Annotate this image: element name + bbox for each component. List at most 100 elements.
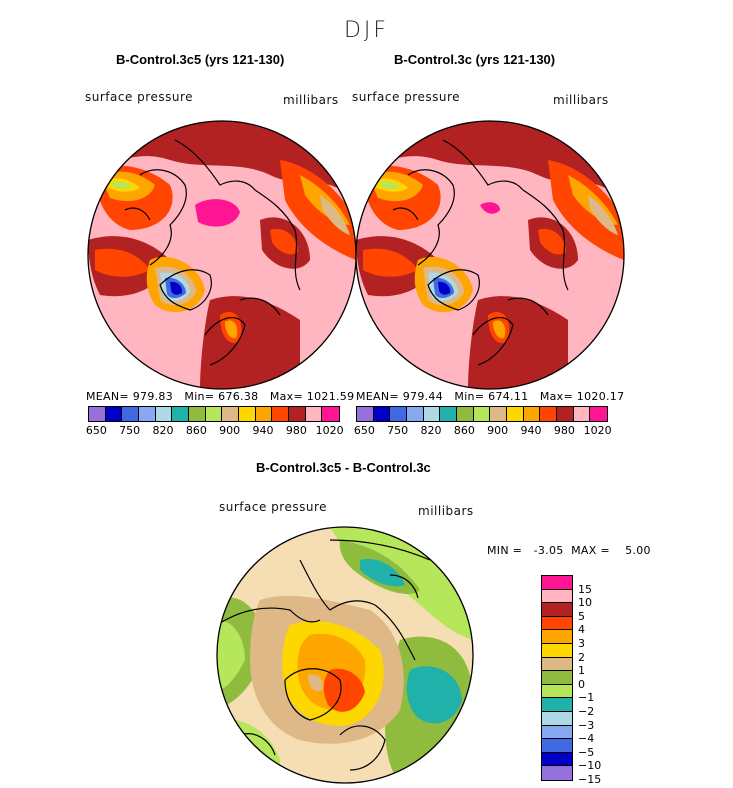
map1-coastlines xyxy=(124,139,301,366)
colorbar-swatch xyxy=(105,407,123,421)
colorbar-swatch xyxy=(456,407,474,421)
panel2-stats: MEAN= 979.44 Min= 674.11 Max= 1020.17 xyxy=(356,390,624,403)
colorbar-tick-label: 4 xyxy=(578,623,585,637)
colorbar-swatch xyxy=(255,407,273,421)
panel1-max-value: 1021.59 xyxy=(306,390,355,403)
colorbar-tick-label: 0 xyxy=(578,677,585,691)
colorbar-swatch xyxy=(542,739,572,753)
colorbar-tick-label: 820 xyxy=(420,424,442,437)
colorbar-tick-label: 1020 xyxy=(583,424,612,437)
colorbar-swatch xyxy=(542,766,572,780)
colorbar-tick-label: 980 xyxy=(553,424,575,437)
diff-title: B-Control.3c5 - B-Control.3c xyxy=(256,460,431,475)
colorbar-tick-label: −3 xyxy=(578,718,595,732)
panel2-min-label: Min= xyxy=(454,390,485,403)
map1-fields xyxy=(88,121,356,389)
colorbar-tick-label: 5 xyxy=(578,609,585,623)
colorbar-swatch xyxy=(542,576,572,590)
colorbar-tick-label: 900 xyxy=(219,424,241,437)
colorbar-tick-label: 900 xyxy=(487,424,509,437)
colorbar-swatch xyxy=(272,407,289,421)
colorbar-swatch xyxy=(542,684,572,699)
colorbar-swatch xyxy=(542,616,572,631)
colorbar-swatch xyxy=(188,407,206,421)
colorbar-swatch xyxy=(288,407,306,421)
colorbar-tick-label: 940 xyxy=(252,424,274,437)
colorbar-tick-label: 940 xyxy=(520,424,542,437)
colorbar-swatch xyxy=(542,603,572,617)
colorbar-tick-label: 1020 xyxy=(315,424,344,437)
panel2-title: B-Control.3c (yrs 121-130) xyxy=(394,52,556,67)
colorbar-swatch xyxy=(506,407,524,421)
diff-max-value: 5.00 xyxy=(625,544,651,557)
panel1-mean-value: 979.83 xyxy=(132,390,174,403)
diff-min-value: -3.05 xyxy=(533,544,564,557)
colorbar-tick-label: 15 xyxy=(578,582,592,596)
colorbar-swatch xyxy=(390,407,407,421)
colorbar-tick-label: 860 xyxy=(185,424,207,437)
panel1-title: B-Control.3c5 (yrs 121-130) xyxy=(116,52,285,67)
diff-variable-label: surface pressure xyxy=(219,500,327,514)
colorbar-swatch xyxy=(473,407,491,421)
panel1-min-value: 676.38 xyxy=(218,390,259,403)
colorbar-swatch xyxy=(542,698,572,712)
colorbar-tick-label: 650 xyxy=(85,424,107,437)
colorbar-tick-label: −4 xyxy=(578,732,595,746)
panel1-variable-label: surface pressure xyxy=(85,90,193,104)
panel1-min-label: Min= xyxy=(184,390,215,403)
diff-minmax: MIN = -3.05 MAX = 5.00 xyxy=(487,544,651,557)
colorbar-tick-label: −10 xyxy=(578,759,602,773)
colorbar-swatch xyxy=(406,407,424,421)
colorbar-swatch xyxy=(155,407,173,421)
colorbar-swatch xyxy=(542,657,572,672)
panel2-colorbar xyxy=(356,406,608,422)
colorbar-swatch xyxy=(542,589,572,604)
colorbar-swatch xyxy=(440,407,457,421)
colorbar-swatch xyxy=(542,752,572,767)
panel2-min-value: 674.11 xyxy=(488,390,529,403)
colorbar-tick-label: 750 xyxy=(387,424,409,437)
panel2-max-value: 1020.17 xyxy=(576,390,625,403)
panel2-mean-value: 979.44 xyxy=(402,390,444,403)
colorbar-swatch xyxy=(573,407,591,421)
colorbar-swatch xyxy=(590,407,607,421)
map2-fields xyxy=(356,121,624,389)
colorbar-tick-label: 10 xyxy=(578,596,592,610)
colorbar-tick-label: 750 xyxy=(119,424,141,437)
colorbar-swatch xyxy=(540,407,557,421)
colorbar-tick-label: −1 xyxy=(578,691,595,705)
panel1-colorbar xyxy=(88,406,340,422)
colorbar-swatch xyxy=(322,407,339,421)
colorbar-swatch xyxy=(423,407,441,421)
diff-min-label: MIN = xyxy=(487,544,523,557)
map3-fields xyxy=(217,527,473,783)
colorbar-swatch xyxy=(205,407,223,421)
diff-max-label: MAX = xyxy=(571,544,610,557)
colorbar-tick-label: −2 xyxy=(578,705,595,718)
panel2-units-label: millibars xyxy=(553,93,609,107)
map3-coastlines xyxy=(217,539,431,771)
panel2-variable-label: surface pressure xyxy=(352,90,460,104)
colorbar-swatch xyxy=(238,407,256,421)
colorbar-tick-label: 980 xyxy=(285,424,307,437)
colorbar-swatch xyxy=(89,407,106,421)
colorbar-tick-label: 860 xyxy=(453,424,475,437)
colorbar-tick-label: 2 xyxy=(578,650,585,664)
colorbar-swatch xyxy=(172,407,189,421)
panel1-max-label: Max= xyxy=(269,390,303,403)
colorbar-swatch xyxy=(490,407,507,421)
colorbar-swatch xyxy=(305,407,323,421)
colorbar-swatch xyxy=(373,407,391,421)
panel1-mean-label: MEAN= xyxy=(86,390,129,403)
colorbar-swatch xyxy=(542,630,572,644)
colorbar-swatch xyxy=(222,407,239,421)
colorbar-tick-label: 820 xyxy=(152,424,174,437)
season-title: DJF xyxy=(343,18,390,43)
colorbar-swatch xyxy=(138,407,156,421)
panel1-units-label: millibars xyxy=(283,93,339,107)
colorbar-swatch xyxy=(542,711,572,726)
diff-colorbar xyxy=(541,575,573,781)
colorbar-swatch xyxy=(542,671,572,685)
colorbar-tick-label: −5 xyxy=(578,745,595,759)
colorbar-swatch xyxy=(542,725,572,740)
